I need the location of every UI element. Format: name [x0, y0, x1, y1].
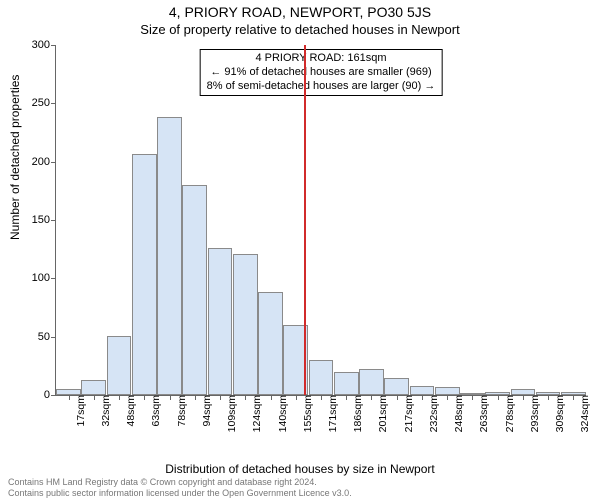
y-axis-label: Number of detached properties	[8, 75, 22, 240]
x-tick-mark	[296, 395, 297, 400]
annotation-box: 4 PRIORY ROAD: 161sqm ← 91% of detached …	[200, 49, 443, 96]
y-tick-mark	[51, 278, 56, 279]
histogram-bar	[384, 378, 409, 396]
histogram-bar	[233, 254, 258, 395]
x-tick-label: 171sqm	[325, 395, 339, 432]
footer-line2: Contains public sector information licen…	[8, 488, 592, 498]
x-tick-mark	[195, 395, 196, 400]
x-tick-mark	[548, 395, 549, 400]
x-tick-label: 78sqm	[174, 395, 188, 427]
histogram-bar	[157, 117, 182, 395]
histogram-bar	[258, 292, 283, 395]
x-tick-mark	[371, 395, 372, 400]
page-title-line1: 4, PRIORY ROAD, NEWPORT, PO30 5JS	[0, 4, 600, 20]
annotation-line2: ← 91% of detached houses are smaller (96…	[207, 66, 436, 80]
histogram-bar	[208, 248, 233, 395]
y-tick-mark	[51, 162, 56, 163]
x-tick-mark	[346, 395, 347, 400]
x-tick-mark	[447, 395, 448, 400]
x-tick-label: 324sqm	[577, 395, 591, 432]
histogram-bar	[132, 154, 157, 396]
x-tick-mark	[69, 395, 70, 400]
histogram-bar	[359, 369, 384, 395]
y-tick-mark	[51, 395, 56, 396]
x-tick-mark	[397, 395, 398, 400]
x-tick-label: 186sqm	[350, 395, 364, 432]
x-tick-mark	[94, 395, 95, 400]
x-tick-mark	[321, 395, 322, 400]
x-tick-label: 263sqm	[476, 395, 490, 432]
histogram-bar	[107, 336, 132, 396]
histogram-bar	[334, 372, 359, 395]
x-tick-mark	[245, 395, 246, 400]
y-tick-mark	[51, 45, 56, 46]
x-tick-mark	[271, 395, 272, 400]
y-tick-mark	[51, 220, 56, 221]
footer-line1: Contains HM Land Registry data © Crown c…	[8, 477, 592, 487]
x-tick-label: 63sqm	[148, 395, 162, 427]
x-tick-mark	[523, 395, 524, 400]
x-tick-mark	[573, 395, 574, 400]
annotation-line1: 4 PRIORY ROAD: 161sqm	[207, 52, 436, 66]
x-tick-mark	[422, 395, 423, 400]
x-tick-mark	[472, 395, 473, 400]
y-tick-mark	[51, 103, 56, 104]
x-tick-label: 94sqm	[199, 395, 213, 427]
x-axis-label: Distribution of detached houses by size …	[0, 462, 600, 476]
x-tick-label: 248sqm	[451, 395, 465, 432]
x-tick-label: 293sqm	[527, 395, 541, 432]
page-title-line2: Size of property relative to detached ho…	[0, 22, 600, 37]
x-tick-label: 124sqm	[249, 395, 263, 432]
x-tick-label: 48sqm	[123, 395, 137, 427]
x-tick-mark	[170, 395, 171, 400]
footer-attribution: Contains HM Land Registry data © Crown c…	[8, 477, 592, 498]
x-tick-label: 17sqm	[73, 395, 87, 427]
histogram-bar	[81, 380, 106, 395]
histogram-bar	[410, 386, 435, 395]
histogram-bar	[435, 387, 460, 395]
x-tick-label: 232sqm	[426, 395, 440, 432]
x-tick-mark	[144, 395, 145, 400]
x-tick-mark	[498, 395, 499, 400]
reference-line	[304, 45, 306, 395]
x-tick-label: 140sqm	[275, 395, 289, 432]
histogram-plot-area: 4 PRIORY ROAD: 161sqm ← 91% of detached …	[55, 45, 586, 396]
x-tick-label: 155sqm	[300, 395, 314, 432]
x-tick-label: 201sqm	[375, 395, 389, 432]
x-tick-label: 309sqm	[552, 395, 566, 432]
x-tick-label: 32sqm	[98, 395, 112, 427]
y-tick-mark	[51, 337, 56, 338]
x-tick-label: 278sqm	[502, 395, 516, 432]
annotation-line3: 8% of semi-detached houses are larger (9…	[207, 80, 436, 94]
histogram-bar	[309, 360, 334, 395]
histogram-bar	[182, 185, 207, 395]
x-tick-label: 217sqm	[401, 395, 415, 432]
x-tick-mark	[119, 395, 120, 400]
x-tick-mark	[220, 395, 221, 400]
x-tick-label: 109sqm	[224, 395, 238, 432]
